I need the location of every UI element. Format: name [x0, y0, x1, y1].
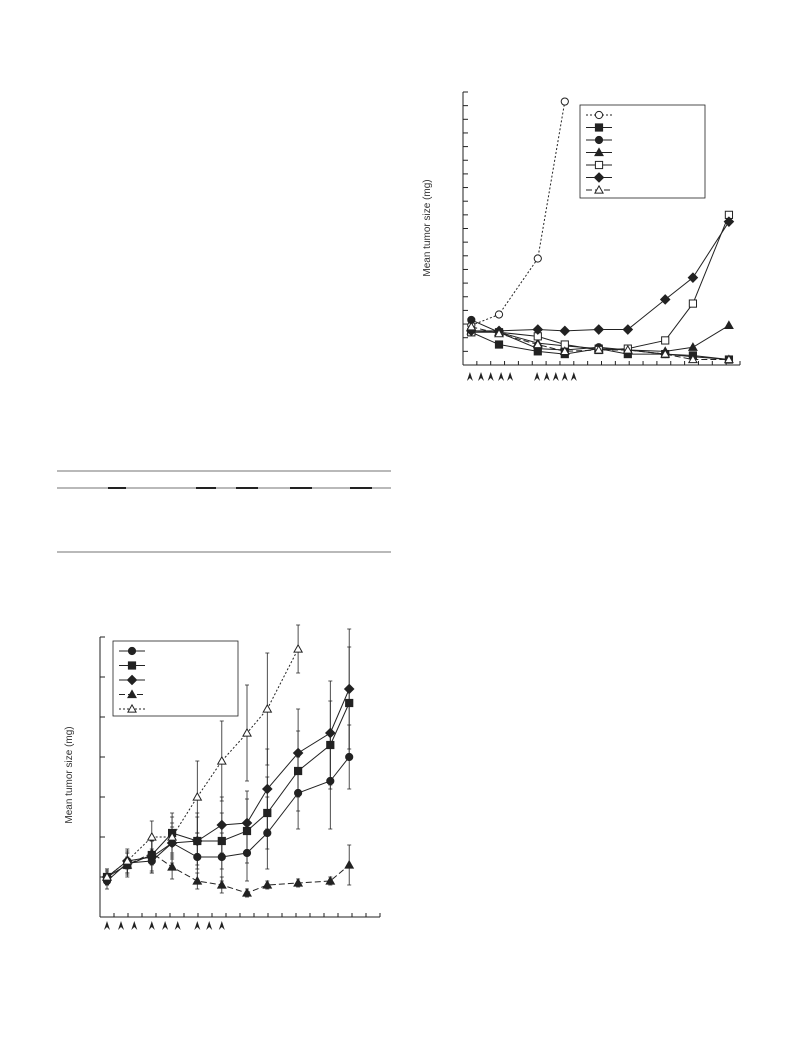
marker [659, 294, 671, 305]
table-rules [57, 470, 391, 553]
marker [533, 254, 542, 263]
series-line [106, 702, 350, 878]
series-line [471, 101, 566, 326]
marker [216, 819, 228, 831]
marker [532, 324, 544, 335]
marker [532, 339, 543, 349]
treatment-arrow [218, 921, 225, 930]
marker [594, 160, 604, 170]
y-axis-label: Mean tumor size (mg) [422, 179, 433, 276]
marker [660, 348, 671, 358]
marker [559, 346, 570, 355]
treatment-arrow [507, 372, 514, 381]
marker [167, 831, 178, 841]
marker [688, 299, 698, 308]
marker [594, 110, 604, 120]
chart: Mean tumor size (mg) [422, 91, 741, 381]
marker [343, 683, 355, 695]
series-line [106, 756, 350, 882]
marker [122, 855, 133, 865]
marker [723, 320, 734, 330]
marker [594, 135, 604, 145]
treatment-arrow [131, 921, 138, 930]
chart: Mean tumor size (mg) [64, 624, 381, 930]
series-line [106, 648, 299, 878]
treatment-arrow [487, 372, 494, 381]
marker [594, 147, 604, 157]
treatment-arrow [478, 372, 485, 381]
marker [216, 879, 227, 889]
marker [494, 340, 504, 349]
marker [127, 661, 137, 670]
marker [594, 184, 604, 194]
treatment-arrow [552, 372, 559, 381]
marker [687, 342, 698, 351]
marker [102, 871, 112, 881]
marker [262, 703, 273, 713]
treatment-arrow [148, 921, 155, 930]
marker [127, 689, 137, 699]
marker [293, 877, 304, 887]
treatment-arrow [174, 921, 181, 930]
marker [191, 835, 203, 847]
marker [661, 336, 670, 345]
marker [126, 674, 138, 686]
marker [192, 875, 203, 885]
marker [593, 344, 604, 354]
marker [192, 791, 203, 801]
treatment-arrow [534, 372, 541, 381]
marker [242, 887, 252, 897]
treatment-arrow [206, 921, 213, 930]
treatment-arrow [466, 372, 473, 381]
treatment-arrow [118, 921, 124, 930]
marker [241, 817, 253, 829]
marker [723, 354, 734, 364]
marker [146, 831, 157, 841]
treatment-arrow [194, 921, 201, 930]
marker [494, 310, 504, 319]
marker [559, 325, 571, 337]
marker [593, 172, 605, 183]
marker [622, 324, 634, 335]
marker [622, 344, 633, 354]
marker [344, 859, 355, 869]
treatment-arrow [570, 372, 577, 381]
marker [292, 747, 304, 759]
marker [325, 875, 336, 885]
treatment-arrow [543, 372, 550, 381]
marker [594, 123, 604, 132]
treatment-arrow [104, 921, 110, 930]
marker [593, 324, 605, 335]
marker [261, 783, 273, 795]
series-line [106, 852, 350, 894]
marker [167, 861, 178, 871]
marker [687, 272, 699, 283]
marker [216, 755, 227, 765]
marker [494, 328, 504, 338]
treatment-arrow [498, 372, 505, 381]
marker [262, 879, 273, 889]
marker [324, 727, 336, 739]
marker [723, 216, 735, 227]
marker [127, 703, 137, 713]
series-line [106, 688, 350, 878]
marker [687, 354, 698, 364]
marker [466, 321, 477, 331]
marker [560, 97, 569, 106]
treatment-arrow [561, 372, 568, 381]
marker [242, 727, 252, 737]
treatment-arrow [162, 921, 169, 930]
y-axis-label: Mean tumor size (mg) [64, 726, 75, 823]
marker [127, 646, 137, 656]
marker [293, 643, 304, 653]
